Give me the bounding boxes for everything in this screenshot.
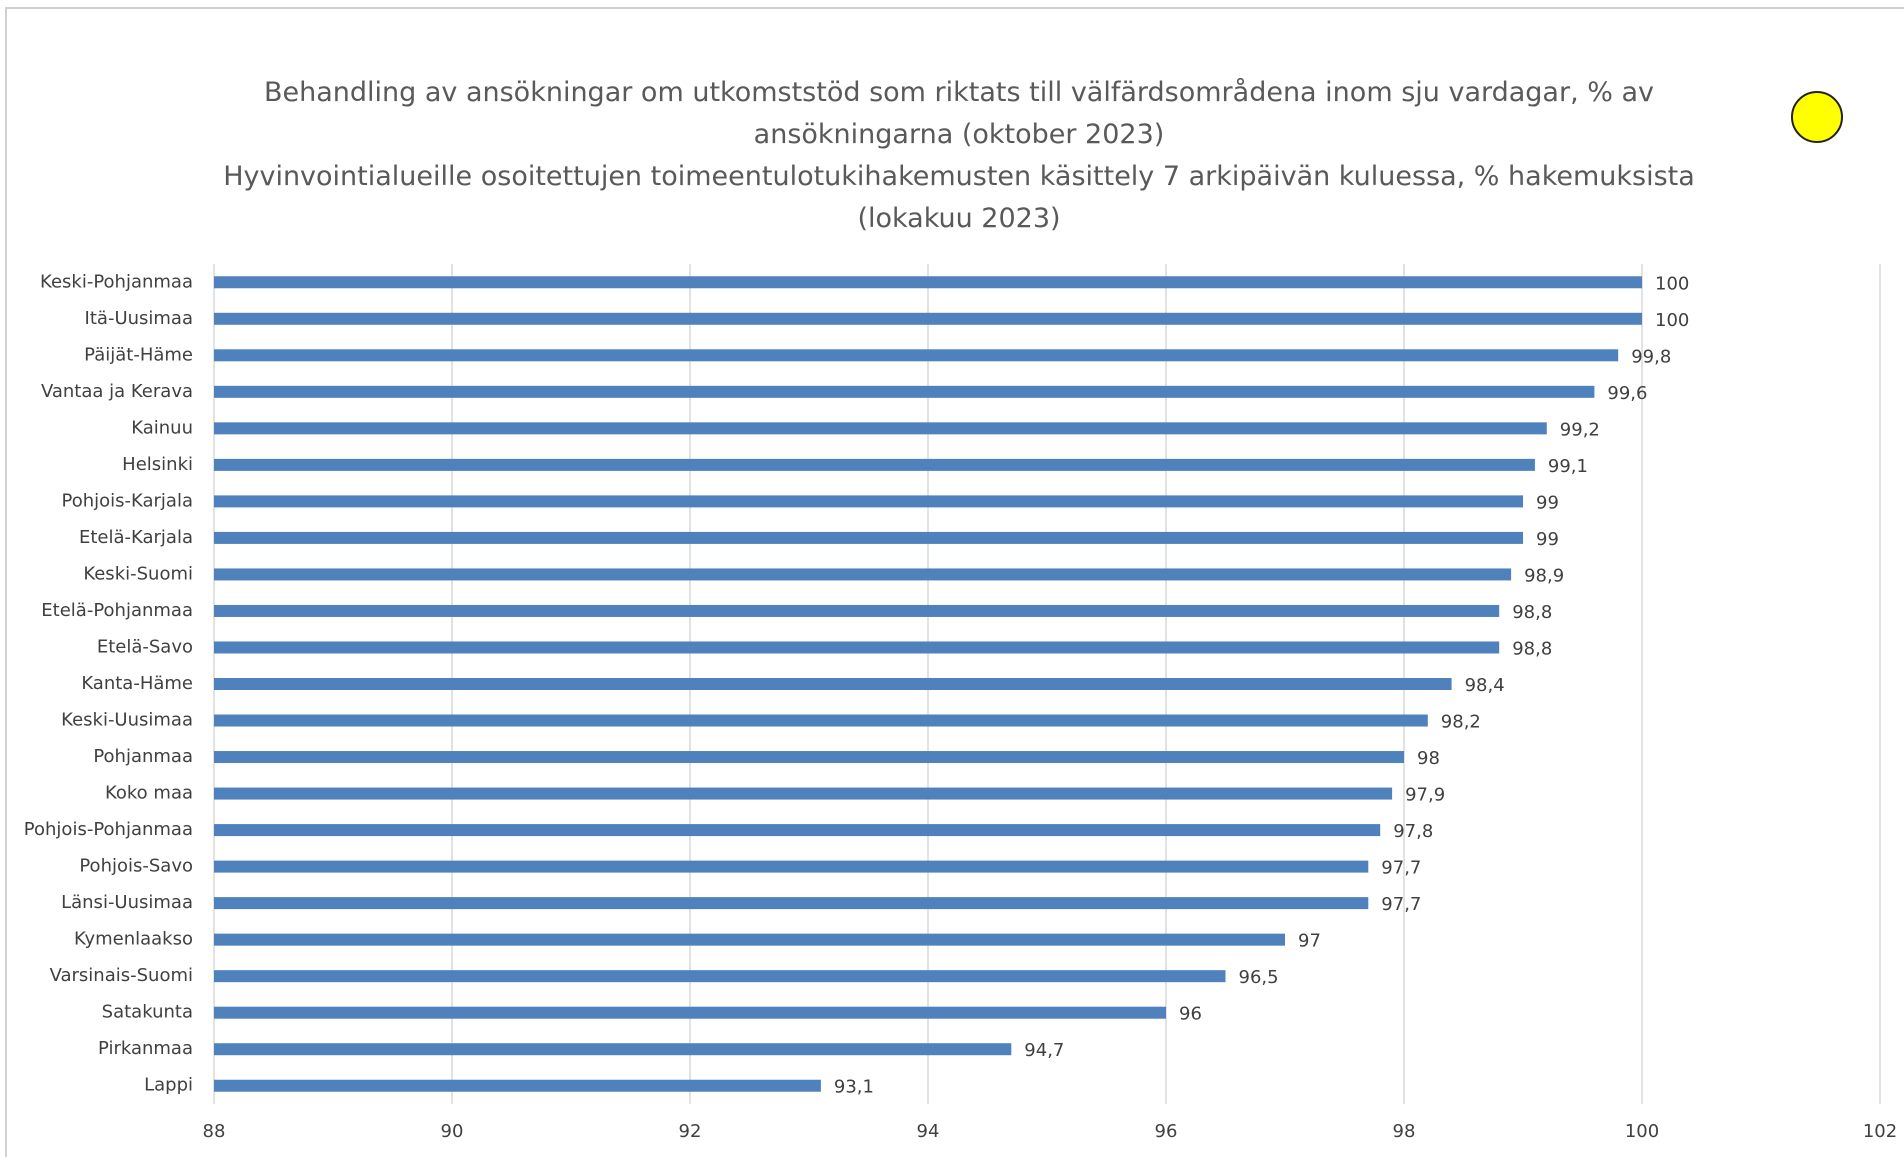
- bar: [214, 568, 1512, 581]
- value-label: 97,7: [1381, 858, 1421, 879]
- y-tick-label: Päijät-Häme: [84, 344, 193, 365]
- y-tick-label: Keski-Suomi: [83, 563, 193, 584]
- y-tick-label: Itä-Uusimaa: [85, 308, 193, 329]
- value-label: 98,4: [1465, 675, 1505, 696]
- x-tick-label: 90: [441, 1121, 464, 1142]
- y-tick-label: Varsinais-Suomi: [50, 965, 193, 986]
- y-tick-label: Kainuu: [131, 417, 193, 438]
- value-label: 98,8: [1512, 638, 1552, 659]
- chart-subtitle: Hyvinvointialueille osoitettujen toimeen…: [223, 161, 1695, 234]
- y-tick-label: Pohjois-Pohjanmaa: [24, 819, 193, 840]
- value-label: 94,7: [1024, 1040, 1064, 1061]
- bar: [214, 531, 1523, 544]
- bar: [214, 349, 1619, 362]
- value-label: 99,2: [1560, 419, 1600, 440]
- value-label: 97,7: [1381, 894, 1421, 915]
- bar: [214, 385, 1595, 398]
- value-label: 97,9: [1405, 785, 1445, 806]
- value-label: 97: [1298, 931, 1321, 952]
- chart-title: Behandling av ansökningar om utkomststöd…: [263, 77, 1655, 150]
- x-tick-label: 94: [917, 1121, 940, 1142]
- value-label: 99,8: [1631, 346, 1671, 367]
- bar: [214, 1043, 1012, 1056]
- decoration-circle: [1791, 91, 1843, 143]
- value-label: 98,8: [1512, 602, 1552, 623]
- bar: [214, 970, 1226, 983]
- y-tick-label: Satakunta: [102, 1002, 193, 1023]
- chart-frame: [5, 7, 1904, 1157]
- bar: [214, 933, 1285, 946]
- value-label: 98,9: [1524, 565, 1564, 586]
- value-label: 96: [1179, 1004, 1202, 1025]
- y-tick-label: Pohjois-Karjala: [61, 490, 193, 511]
- bar: [214, 495, 1523, 508]
- y-tick-label: Pirkanmaa: [98, 1038, 193, 1059]
- bar: [214, 1079, 821, 1092]
- bar: [214, 678, 1452, 690]
- bar: [214, 276, 1642, 289]
- bar: [214, 422, 1547, 435]
- bar: [214, 860, 1369, 873]
- bar: [214, 787, 1393, 800]
- value-label: 100: [1655, 310, 1689, 331]
- value-label: 97,8: [1393, 821, 1433, 842]
- value-label: 98,2: [1441, 712, 1481, 733]
- bar: [214, 897, 1369, 910]
- value-label: 99,1: [1548, 456, 1588, 477]
- bar: [214, 824, 1381, 837]
- x-tick-label: 100: [1625, 1121, 1659, 1142]
- y-tick-label: Etelä-Pohjanmaa: [41, 600, 193, 621]
- y-tick-label: Koko maa: [105, 783, 193, 804]
- x-tick-label: 102: [1863, 1121, 1897, 1142]
- y-tick-label: Helsinki: [122, 454, 193, 475]
- bar: [214, 458, 1535, 471]
- y-tick-label: Etelä-Karjala: [79, 527, 193, 548]
- y-tick-label: Kanta-Häme: [81, 673, 193, 694]
- y-tick-label: Pohjois-Savo: [79, 856, 193, 877]
- value-label: 99,6: [1607, 383, 1647, 404]
- x-tick-label: 88: [203, 1121, 226, 1142]
- y-tick-label: Keski-Pohjanmaa: [40, 271, 193, 292]
- x-tick-label: 98: [1393, 1121, 1416, 1142]
- bar: [214, 604, 1500, 617]
- value-label: 96,5: [1239, 967, 1279, 988]
- bar: [214, 312, 1642, 325]
- value-label: 100: [1655, 273, 1689, 294]
- y-tick-label: Keski-Uusimaa: [61, 710, 193, 731]
- y-tick-label: Pohjanmaa: [93, 746, 193, 767]
- y-tick-label: Kymenlaakso: [74, 929, 193, 950]
- value-label: 99: [1536, 529, 1559, 550]
- y-tick-label: Vantaa ja Kerava: [41, 381, 193, 402]
- y-tick-label: Etelä-Savo: [97, 636, 193, 657]
- y-tick-label: Länsi-Uusimaa: [61, 892, 193, 913]
- value-label: 98: [1417, 748, 1440, 769]
- x-tick-label: 96: [1155, 1121, 1178, 1142]
- bar: [214, 1006, 1166, 1019]
- bar: [214, 714, 1428, 727]
- titles: Behandling av ansökningar om utkomststöd…: [209, 72, 1709, 240]
- value-label: 93,1: [834, 1077, 874, 1098]
- y-tick-label: Lappi: [144, 1075, 193, 1096]
- bar: [214, 641, 1500, 654]
- bar: [214, 751, 1404, 764]
- x-tick-label: 92: [679, 1121, 702, 1142]
- value-label: 99: [1536, 492, 1559, 513]
